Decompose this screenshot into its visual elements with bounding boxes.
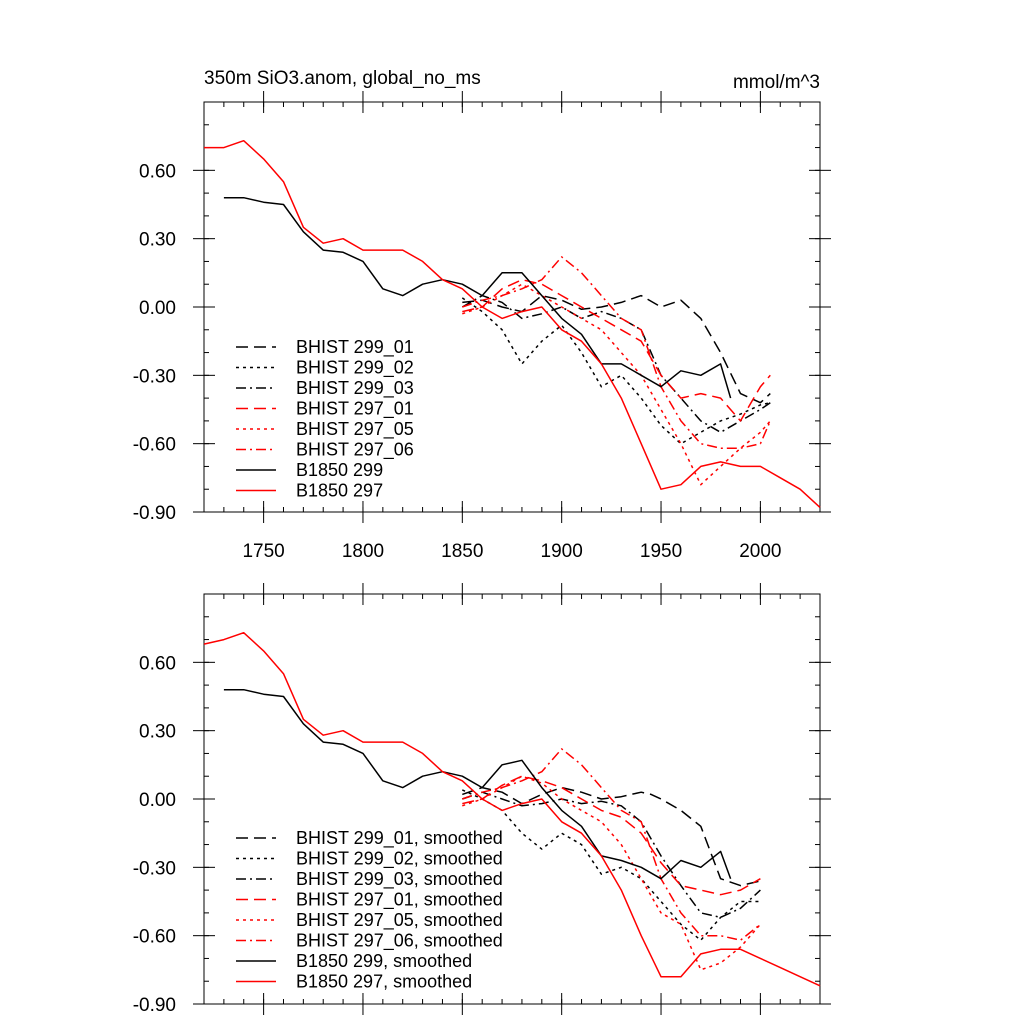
series-line bbox=[462, 775, 761, 971]
series-line bbox=[462, 283, 771, 486]
top-panel-units: mmol/m^3 bbox=[733, 72, 820, 93]
bottom-panel: -0.90 -0.60 -0.30 0.00 0.30 0.60 BHIST 299_01… bbox=[133, 583, 831, 1016]
legend-label: BHIST 297_06, smoothed bbox=[296, 931, 503, 952]
x-tick-label: 1800 bbox=[342, 541, 384, 562]
y-tick-label: 0.00 bbox=[139, 298, 176, 319]
series-line bbox=[462, 786, 761, 887]
y-tick-label: -0.60 bbox=[133, 927, 176, 948]
legend-label: B1850 299, smoothed bbox=[296, 951, 472, 971]
series-line bbox=[462, 775, 761, 896]
x-tick-label: 2000 bbox=[739, 541, 781, 562]
top-series-layer bbox=[204, 139, 821, 508]
top-panel-title: 350m SiO3.anom, global_no_ms bbox=[204, 68, 481, 89]
series-line bbox=[223, 688, 732, 880]
x-tick-label: 1900 bbox=[541, 541, 583, 562]
top-axis-ticks: 1750 1800 1850 1900 1950 2000 -0.90 -0.60 -0.30 0… bbox=[133, 91, 831, 562]
x-tick-label: 1850 bbox=[441, 541, 483, 562]
y-tick-label: 0.60 bbox=[139, 161, 176, 182]
bottom-series-layer bbox=[203, 631, 821, 987]
y-tick-label: 0.00 bbox=[139, 790, 176, 811]
y-tick-label: -0.90 bbox=[133, 995, 176, 1016]
legend-label: BHIST 297_05, smoothed bbox=[296, 910, 503, 931]
series-line bbox=[462, 791, 761, 919]
legend-label: BHIST 299_03 bbox=[296, 378, 414, 399]
series-line bbox=[223, 196, 732, 399]
bottom-axis-ticks: -0.90 -0.60 -0.30 0.00 0.30 0.60 bbox=[133, 583, 831, 1016]
series-line bbox=[462, 748, 761, 941]
y-tick-label: -0.90 bbox=[133, 503, 176, 524]
series-line bbox=[462, 294, 771, 404]
legend-label: BHIST 299_01, smoothed bbox=[296, 828, 503, 849]
y-tick-label: -0.30 bbox=[133, 366, 176, 387]
y-tick-label: -0.30 bbox=[133, 858, 176, 879]
series-line bbox=[203, 631, 821, 987]
series-line bbox=[462, 256, 771, 449]
series-line bbox=[461, 789, 761, 941]
legend-label: BHIST 299_03, smoothed bbox=[296, 869, 503, 890]
legend-label: BHIST 299_02 bbox=[296, 358, 414, 379]
legend-label: BHIST 297_01 bbox=[296, 399, 414, 420]
y-tick-label: 0.60 bbox=[139, 653, 176, 674]
legend-label: BHIST 299_01 bbox=[296, 337, 414, 358]
series-line bbox=[462, 278, 771, 422]
legend-label: BHIST 299_02, smoothed bbox=[296, 849, 503, 870]
series-line bbox=[204, 139, 821, 508]
legend-label: B1850 297, smoothed bbox=[296, 972, 472, 992]
legend-label: B1850 299 bbox=[296, 460, 383, 480]
legend-label: BHIST 297_05 bbox=[296, 419, 414, 440]
x-tick-label: 1950 bbox=[640, 541, 682, 562]
series-line bbox=[461, 297, 771, 445]
top-panel: 350m SiO3.anom, global_no_ms mmol/m^3 17… bbox=[133, 68, 831, 562]
legend-label: B1850 297 bbox=[296, 481, 383, 501]
x-tick-label: 1750 bbox=[242, 541, 284, 562]
y-tick-label: -0.60 bbox=[133, 435, 176, 456]
y-tick-label: 0.30 bbox=[139, 230, 176, 251]
y-tick-label: 0.30 bbox=[139, 722, 176, 743]
legend-label: BHIST 297_01, smoothed bbox=[296, 890, 503, 911]
legend-label: BHIST 297_06 bbox=[296, 440, 414, 461]
